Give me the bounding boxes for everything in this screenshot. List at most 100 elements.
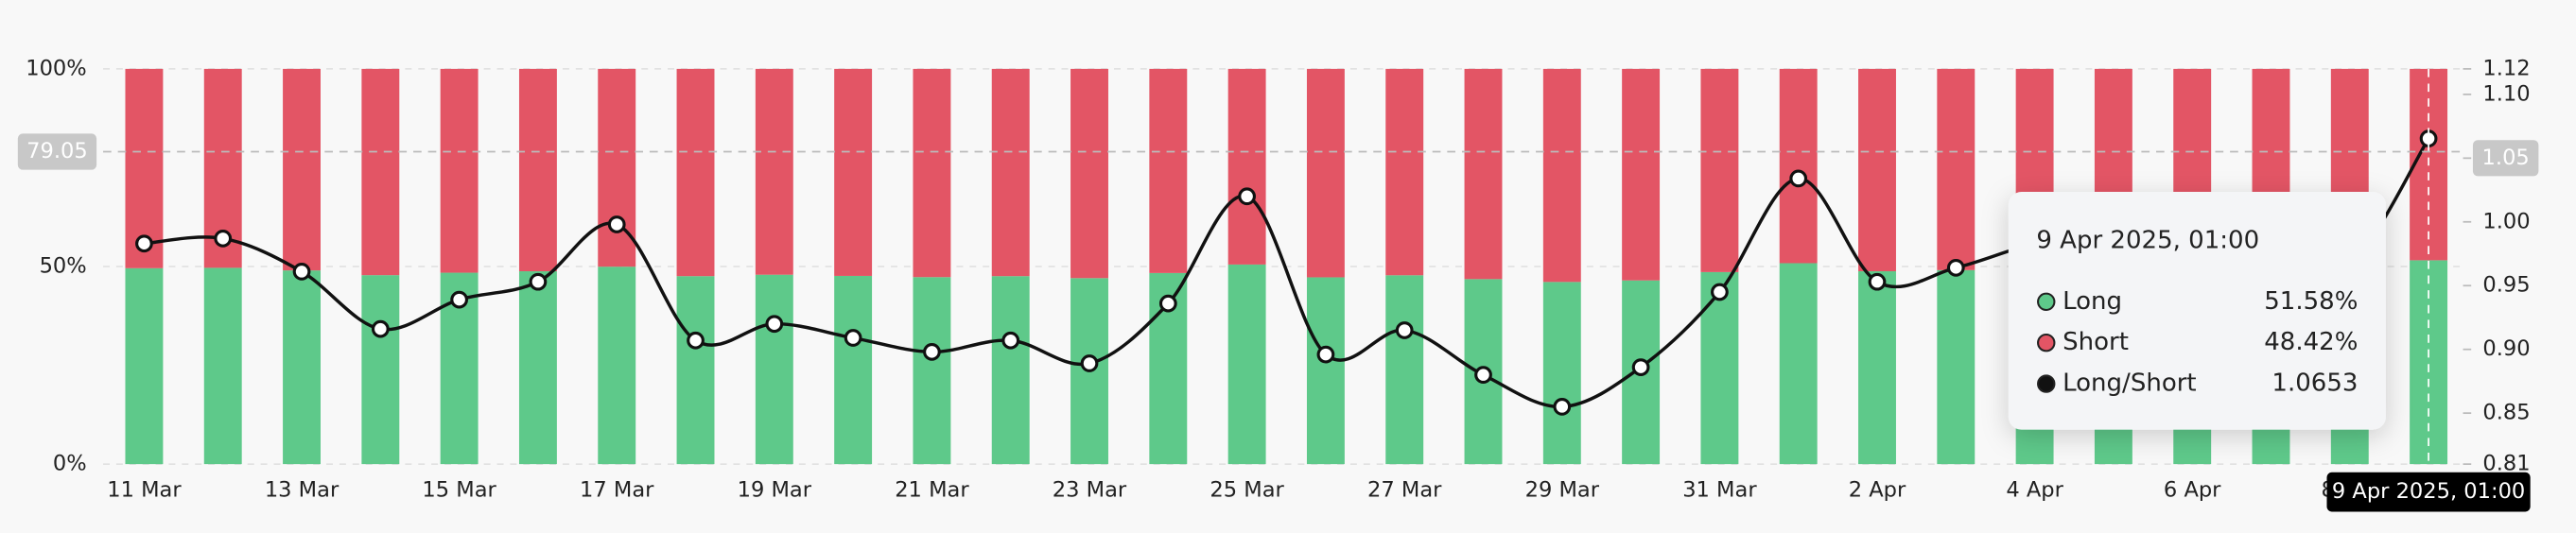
- bar-short: [1779, 68, 1818, 264]
- bar-long: [598, 266, 636, 465]
- ratio-point: [607, 215, 626, 233]
- bar-long: [1306, 277, 1345, 465]
- ratio-point: [1789, 169, 1808, 188]
- bar-short: [1149, 68, 1188, 273]
- bar-long: [1542, 282, 1581, 465]
- ratio-point: [687, 331, 705, 350]
- tooltip-value: 51.58%: [2264, 287, 2358, 316]
- tooltip-title: 9 Apr 2025, 01:00: [2036, 227, 2259, 255]
- bar-long: [518, 271, 557, 465]
- bar-short: [1937, 68, 1976, 270]
- y-tick-label: 50%: [40, 254, 87, 279]
- y-tick-label: 0%: [53, 452, 87, 476]
- bar-short: [1306, 68, 1345, 278]
- y2-tick-label: 0.90: [2482, 336, 2530, 361]
- crosshair-x-label: 9 Apr 2025, 01:00: [2332, 479, 2525, 504]
- x-tick-label: 4 Apr: [2006, 477, 2063, 502]
- tooltip-value: 48.42%: [2264, 328, 2358, 356]
- ratio-point: [1395, 321, 1414, 339]
- bar-long: [1937, 269, 1976, 465]
- ratio-point: [765, 315, 784, 334]
- bar-short: [440, 68, 479, 273]
- x-tick-label: 19 Mar: [738, 477, 812, 502]
- ratio-point: [1158, 294, 1177, 313]
- y2-tick-label: 1.10: [2482, 81, 2530, 106]
- bar-short: [518, 68, 557, 272]
- x-tick-label: 23 Mar: [1053, 477, 1127, 502]
- bar-short: [834, 68, 873, 276]
- bar-short: [991, 68, 1030, 277]
- bar-short: [283, 68, 321, 271]
- tooltip-name: Long/Short: [2063, 370, 2197, 398]
- bar-long: [283, 270, 321, 465]
- bar-long: [203, 267, 242, 465]
- x-tick-label: 21 Mar: [895, 477, 969, 502]
- bar-long: [1385, 275, 1424, 465]
- bar-long: [755, 274, 793, 465]
- y2-tick-label: 0.95: [2482, 273, 2530, 298]
- bar-short: [1070, 68, 1108, 279]
- tooltip-name: Long: [2063, 287, 2122, 316]
- tooltip-dot: [2037, 374, 2056, 393]
- bar-short: [1858, 68, 1896, 272]
- ratio-point: [1946, 258, 1965, 277]
- y2-tick-label: 0.85: [2482, 401, 2530, 425]
- bar-long: [1858, 271, 1896, 465]
- ratio-point: [1631, 358, 1650, 376]
- x-tick-label: 2 Apr: [1849, 477, 1906, 502]
- bar-long: [1700, 271, 1739, 465]
- crosshair-y-label: 79.05: [26, 139, 88, 163]
- crosshair-y2-label: 1.05: [2482, 146, 2530, 170]
- ratio-point: [1238, 187, 1256, 206]
- ratio-point: [1474, 366, 1492, 385]
- bar-short: [361, 68, 400, 276]
- y2-tick-label: 1.12: [2482, 56, 2530, 80]
- ratio-point: [450, 290, 469, 309]
- bar-long: [834, 275, 873, 465]
- ratio-point: [1553, 398, 1572, 416]
- y2-tick-label: 0.81: [2482, 452, 2530, 476]
- ratio-point: [371, 319, 390, 338]
- bar-long: [1227, 264, 1266, 465]
- bar-long: [1779, 263, 1818, 465]
- ratio-point: [214, 229, 233, 248]
- tooltip-dot: [2037, 333, 2056, 352]
- bar-long: [913, 277, 951, 465]
- x-tick-label: 11 Mar: [107, 477, 182, 502]
- x-tick-label: 31 Mar: [1682, 477, 1757, 502]
- x-tick-label: 6 Apr: [2164, 477, 2221, 502]
- bar-short: [1464, 68, 1503, 280]
- bar-short: [755, 68, 793, 275]
- crosshair-y-box: [17, 133, 97, 170]
- bar-short: [1622, 68, 1661, 281]
- bar-long: [676, 276, 715, 465]
- x-tick-label: 13 Mar: [265, 477, 339, 502]
- tooltip-dot: [2037, 292, 2056, 312]
- tooltip: 9 Apr 2025, 01:00 Long 51.58% Short 48.42% Lo…: [2008, 192, 2386, 430]
- ratio-point: [1080, 354, 1099, 372]
- bar-long: [125, 267, 164, 465]
- x-tick-label: 27 Mar: [1367, 477, 1442, 502]
- x-tick-label: 17 Mar: [580, 477, 654, 502]
- plot: 0% 50% 100% 0.81 0.85 0.90 0.95 1.00 1.05 1.101.1…: [17, 56, 2539, 512]
- ratio-point: [135, 234, 153, 253]
- x-tick-label: 25 Mar: [1210, 477, 1284, 502]
- x-tick-label: 29 Mar: [1525, 477, 1600, 502]
- ratio-point: [1316, 345, 1335, 364]
- tooltip-name: Short: [2063, 328, 2129, 356]
- crosshair-y2-box: [2472, 140, 2539, 177]
- ratio-point: [529, 272, 548, 291]
- bar-long: [361, 275, 400, 465]
- ratio-point: [844, 329, 862, 347]
- ratio-point: [1001, 331, 1020, 350]
- bar-short: [676, 68, 715, 277]
- bar-long: [991, 276, 1030, 465]
- ratio-point: [1711, 283, 1729, 301]
- bar-short: [913, 68, 951, 278]
- y2-tick-label: 1.00: [2482, 209, 2530, 233]
- crosshair-x-box: [2326, 472, 2531, 512]
- ratio-point: [1868, 272, 1887, 291]
- tooltip-box: [2008, 192, 2386, 430]
